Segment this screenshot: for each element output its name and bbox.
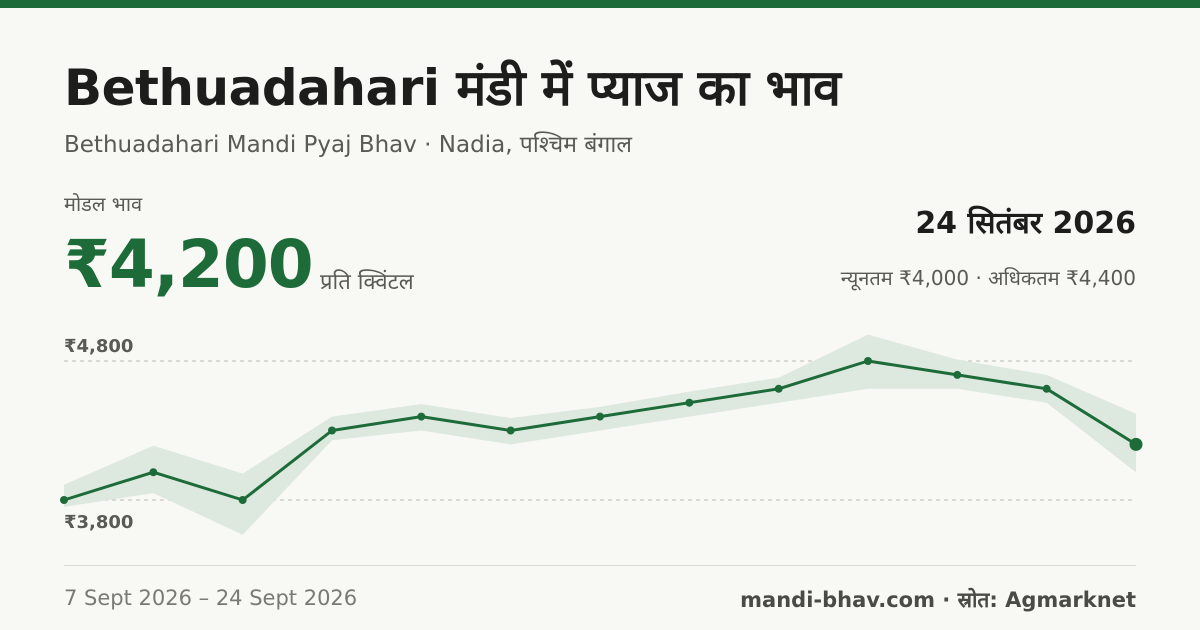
- data-point: [149, 468, 158, 477]
- model-price-label: मोडल भाव: [64, 192, 143, 216]
- data-point: [1042, 384, 1051, 393]
- model-price-value: ₹4,200: [64, 226, 314, 303]
- min-max-band: [64, 334, 1136, 535]
- data-point: [953, 370, 962, 379]
- price-unit: प्रति क्विंटल: [320, 270, 414, 295]
- data-point: [60, 496, 68, 504]
- footer-divider: [64, 565, 1136, 566]
- data-point: [328, 426, 336, 435]
- data-point: [774, 384, 783, 393]
- date-range: 7 Sept 2026 – 24 Sept 2026: [64, 586, 358, 610]
- data-point: [417, 412, 426, 421]
- data-point: [864, 357, 872, 365]
- page-subtitle: Bethuadahari Mandi Pyaj Bhav · Nadia, पश…: [64, 132, 632, 158]
- latest-data-point: [1129, 437, 1143, 451]
- data-point: [238, 496, 247, 504]
- page-title: Bethuadahari मंडी में प्याज का भाव: [64, 59, 841, 117]
- min-max-price: न्यूनतम ₹4,000 · अधिकतम ₹4,400: [840, 266, 1136, 290]
- source-credit: mandi-bhav.com · स्रोत: Agmarknet: [740, 588, 1136, 612]
- data-point: [596, 412, 604, 421]
- top-accent-bar: [0, 0, 1200, 8]
- price-date: 24 सितंबर 2026: [915, 206, 1136, 241]
- data-point: [506, 426, 515, 435]
- y-tick-label: ₹3,800: [64, 512, 133, 533]
- y-tick-label: ₹4,800: [64, 336, 133, 357]
- data-point: [685, 398, 694, 407]
